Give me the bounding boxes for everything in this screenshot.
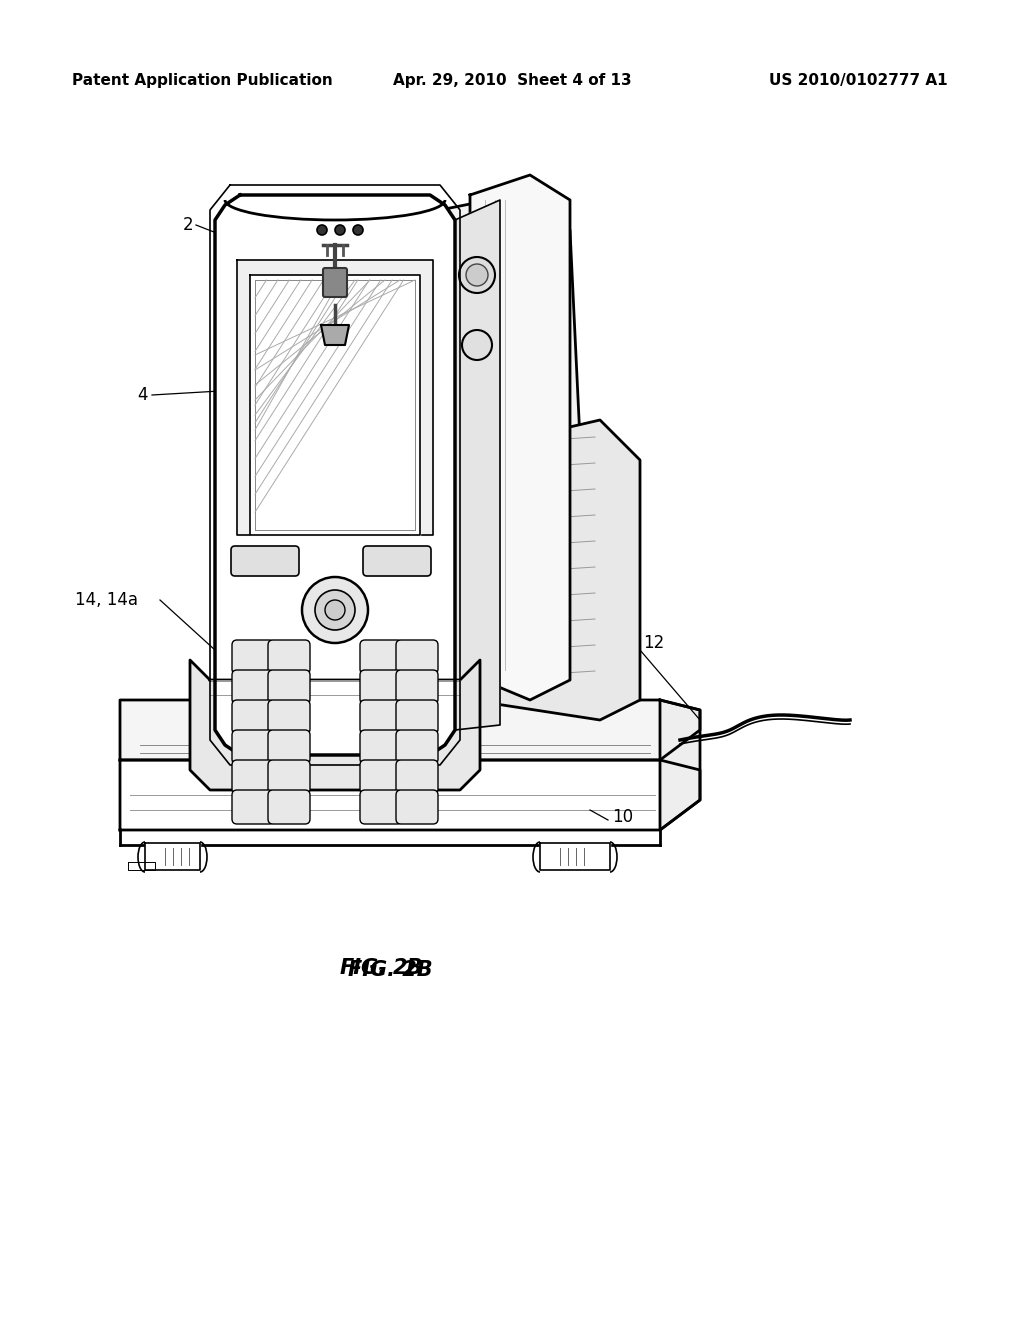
FancyBboxPatch shape	[268, 671, 310, 704]
FancyBboxPatch shape	[232, 789, 274, 824]
Circle shape	[335, 224, 345, 235]
Polygon shape	[250, 690, 400, 700]
FancyBboxPatch shape	[232, 671, 274, 704]
FancyBboxPatch shape	[396, 760, 438, 795]
FancyBboxPatch shape	[360, 789, 402, 824]
Text: FIG. 2B: FIG. 2B	[348, 960, 432, 979]
FancyBboxPatch shape	[268, 730, 310, 764]
Polygon shape	[540, 843, 610, 870]
Circle shape	[376, 730, 384, 738]
Polygon shape	[250, 275, 420, 535]
Text: 4: 4	[137, 385, 148, 404]
Circle shape	[325, 601, 345, 620]
FancyBboxPatch shape	[360, 700, 402, 734]
FancyBboxPatch shape	[396, 640, 438, 675]
Polygon shape	[215, 195, 455, 755]
Circle shape	[416, 727, 424, 735]
FancyBboxPatch shape	[396, 789, 438, 824]
Text: 2: 2	[182, 216, 193, 234]
Circle shape	[462, 330, 492, 360]
Circle shape	[302, 577, 368, 643]
Polygon shape	[470, 420, 640, 719]
Text: 12: 12	[643, 634, 665, 652]
Circle shape	[466, 264, 488, 286]
Circle shape	[459, 257, 495, 293]
Polygon shape	[321, 325, 349, 345]
FancyBboxPatch shape	[323, 268, 347, 297]
FancyBboxPatch shape	[231, 546, 299, 576]
Text: 10: 10	[612, 808, 633, 826]
Text: 14, 14a: 14, 14a	[75, 591, 138, 609]
FancyBboxPatch shape	[232, 760, 274, 795]
Polygon shape	[120, 760, 700, 830]
Circle shape	[353, 224, 362, 235]
Polygon shape	[128, 862, 155, 870]
Text: 2B: 2B	[393, 958, 423, 978]
FancyBboxPatch shape	[232, 730, 274, 764]
Polygon shape	[237, 260, 433, 535]
FancyBboxPatch shape	[396, 700, 438, 734]
FancyBboxPatch shape	[360, 640, 402, 675]
FancyBboxPatch shape	[268, 760, 310, 795]
FancyBboxPatch shape	[268, 640, 310, 675]
FancyBboxPatch shape	[232, 640, 274, 675]
Text: FIG.: FIG.	[340, 958, 387, 978]
FancyBboxPatch shape	[360, 760, 402, 795]
Circle shape	[317, 224, 327, 235]
FancyBboxPatch shape	[396, 730, 438, 764]
Polygon shape	[190, 660, 480, 789]
Polygon shape	[380, 201, 590, 680]
Text: US 2010/0102777 A1: US 2010/0102777 A1	[769, 73, 948, 88]
Polygon shape	[145, 843, 200, 870]
FancyBboxPatch shape	[362, 546, 431, 576]
FancyBboxPatch shape	[268, 789, 310, 824]
Polygon shape	[660, 700, 700, 830]
FancyBboxPatch shape	[232, 700, 274, 734]
Text: Patent Application Publication: Patent Application Publication	[72, 73, 333, 88]
Circle shape	[315, 590, 355, 630]
Text: Apr. 29, 2010  Sheet 4 of 13: Apr. 29, 2010 Sheet 4 of 13	[392, 73, 632, 88]
FancyBboxPatch shape	[360, 671, 402, 704]
Polygon shape	[455, 201, 500, 730]
Polygon shape	[470, 176, 570, 700]
Polygon shape	[120, 700, 700, 760]
FancyBboxPatch shape	[268, 700, 310, 734]
FancyBboxPatch shape	[396, 671, 438, 704]
Text: 42: 42	[568, 488, 589, 506]
FancyBboxPatch shape	[360, 730, 402, 764]
